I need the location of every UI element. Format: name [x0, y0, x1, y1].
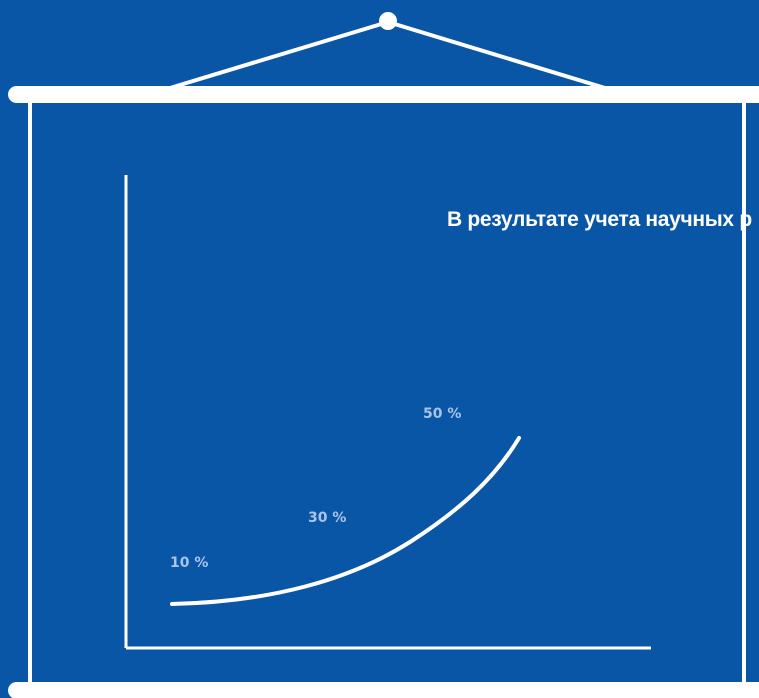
hanging-string: [169, 20, 606, 90]
bottom-rod: [8, 682, 759, 698]
data-label-10-percent: 10 %: [170, 555, 209, 571]
slide-headline: В результате учета научных р: [447, 208, 752, 231]
hanging-pin: [379, 12, 397, 30]
series-line: [170, 436, 521, 606]
data-label-30-percent: 30 %: [308, 510, 347, 526]
top-rod: [8, 86, 759, 103]
data-label-50-percent: 50 %: [423, 406, 462, 422]
